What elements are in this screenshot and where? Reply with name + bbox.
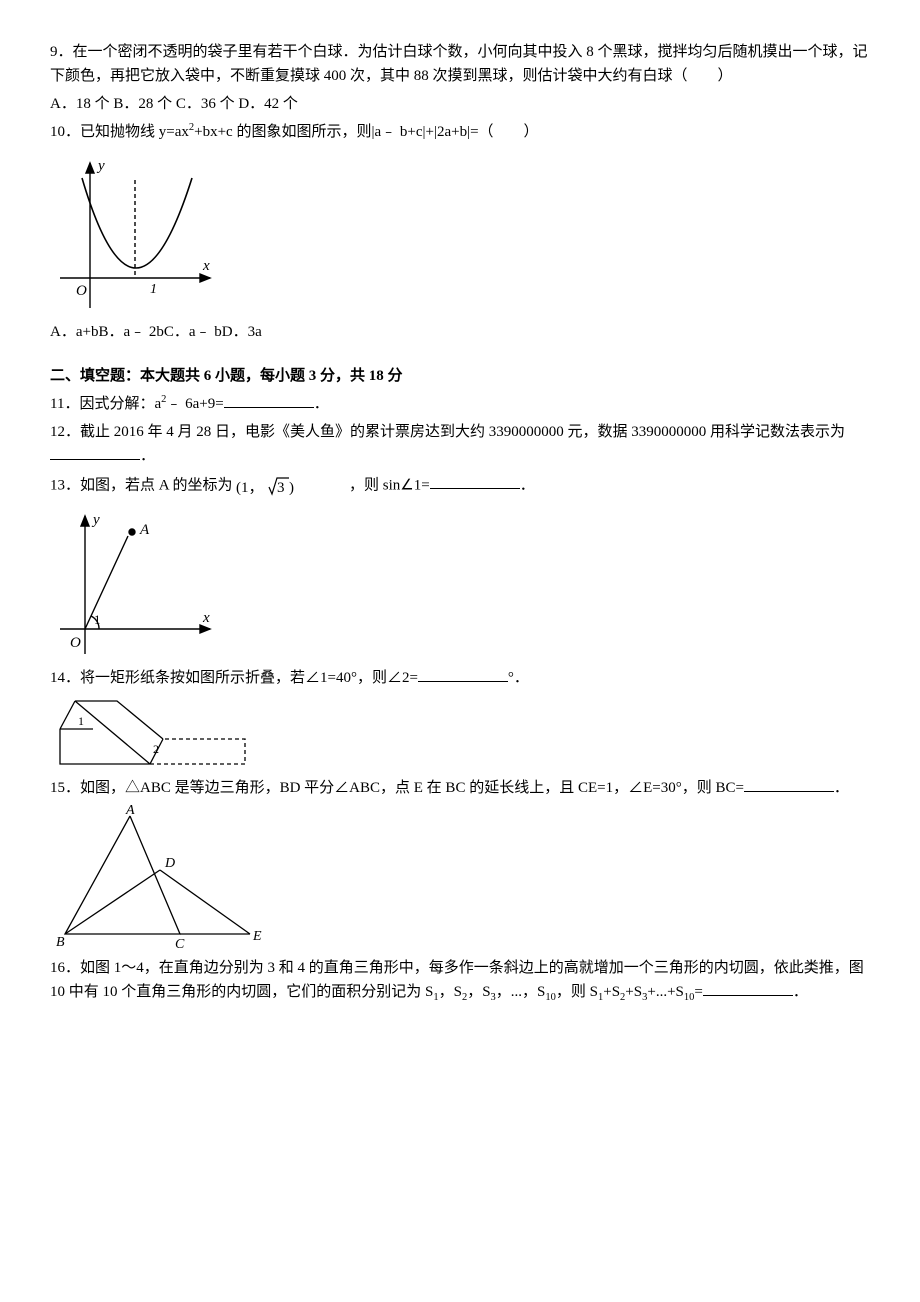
q13-blank[interactable] [430, 473, 520, 489]
q13-coord: (1， 3 ) [236, 472, 300, 500]
origin-label: O [76, 283, 87, 299]
vertex-c: C [175, 937, 185, 952]
vertex-d: D [164, 856, 175, 871]
q13-post: ． [520, 477, 535, 493]
origin-label-13: O [70, 635, 81, 651]
section-2-title: 二、填空题：本大题共 6 小题，每小题 3 分，共 18 分 [50, 364, 870, 388]
question-10: 10．已知抛物线 y=ax2+bx+c 的图象如图所示，则|a﹣ b+c|+|2… [50, 120, 870, 144]
q9-text: 9．在一个密闭不透明的袋子里有若干个白球．为估计白球个数，小何向其中投入 8 个… [50, 44, 868, 84]
q16-m1: ，S [439, 984, 462, 1000]
q16-m6: +S [625, 984, 642, 1000]
vertex-e: E [252, 929, 262, 944]
q15-post: ． [834, 780, 849, 796]
q13-figure: A O x y 1 [50, 504, 220, 664]
q12-post: ． [140, 448, 155, 464]
vertex-b: B [56, 935, 65, 950]
angle-1-label-14: 1 [78, 714, 84, 728]
q16-m2: ，S [467, 984, 490, 1000]
question-12: 12．截止 2016 年 4 月 28 日，电影《美人鱼》的累计票房达到大约 3… [50, 420, 870, 468]
svg-text:(1，: (1， [236, 480, 264, 496]
angle-1-label: 1 [94, 612, 101, 627]
svg-text:3: 3 [277, 480, 285, 496]
q11-pre: 11．因式分解：a [50, 396, 161, 412]
q14-figure: 1 2 [50, 694, 250, 774]
q10-figure: 1 O x y [50, 148, 220, 318]
svg-text:): ) [289, 480, 294, 496]
q16-m3: ，...，S [496, 984, 546, 1000]
q10-text-pre: 10．已知抛物线 y=ax [50, 124, 189, 140]
q15-blank[interactable] [744, 776, 834, 792]
y-axis-label: y [96, 158, 105, 174]
q9-options: A．18 个 B．28 个 C．36 个 D．42 个 [50, 92, 870, 116]
q10-text-mid: +bx+c 的图象如图所示，则|a﹣ b+c|+|2a+b|=（ ） [194, 124, 538, 140]
q15-figure: A B C E D [50, 804, 270, 954]
question-14: 14．将一矩形纸条按如图所示折叠，若∠1=40°，则∠2= °． [50, 666, 870, 690]
question-16: 16．如图 1～4，在直角边分别为 3 和 4 的直角三角形中，每多作一条斜边上… [50, 956, 870, 1007]
question-15: 15．如图，△ABC 是等边三角形，BD 平分∠ABC，点 E 在 BC 的延长… [50, 776, 870, 800]
q16-sub-10b: 10 [684, 992, 695, 1003]
q14-post: °． [508, 670, 529, 686]
q11-blank[interactable] [224, 392, 314, 408]
x-axis-label: x [202, 258, 210, 274]
q11-mid: ﹣ 6a+9= [166, 396, 223, 412]
vertex-a: A [125, 804, 135, 818]
question-13: 13．如图，若点 A 的坐标为 (1， 3 ) ，则 sin∠1= ． [50, 472, 870, 500]
q16-suffix: ． [793, 984, 808, 1000]
question-11: 11．因式分解：a2﹣ 6a+9=． [50, 392, 870, 416]
q16-sub-10a: 10 [545, 992, 556, 1003]
q16-blank[interactable] [703, 980, 793, 996]
q13-pre: 13．如图，若点 A 的坐标为 [50, 477, 233, 493]
q16-m7: +...+S [647, 984, 684, 1000]
q12-blank[interactable] [50, 444, 140, 460]
y-axis-label-13: y [91, 512, 100, 528]
q16-m4: ，则 S [556, 984, 598, 1000]
x-axis-label-13: x [202, 610, 210, 626]
tick-1: 1 [150, 282, 157, 297]
angle-2-label-14: 2 [153, 742, 159, 756]
q15-pre: 15．如图，△ABC 是等边三角形，BD 平分∠ABC，点 E 在 BC 的延长… [50, 780, 744, 796]
q14-pre: 14．将一矩形纸条按如图所示折叠，若∠1=40°，则∠2= [50, 670, 418, 686]
q13-mid: ，则 sin∠1= [304, 477, 430, 493]
q16-m5: +S [603, 984, 620, 1000]
question-9: 9．在一个密闭不透明的袋子里有若干个白球．为估计白球个数，小何向其中投入 8 个… [50, 40, 870, 88]
point-a-label: A [139, 522, 150, 538]
q16-post: = [694, 984, 702, 1000]
q12-pre: 12．截止 2016 年 4 月 28 日，电影《美人鱼》的累计票房达到大约 3… [50, 424, 845, 440]
q11-post: ． [314, 396, 329, 412]
q10-options: A．a+bB．a﹣ 2bC．a﹣ bD．3a [50, 320, 870, 344]
q14-blank[interactable] [418, 666, 508, 682]
